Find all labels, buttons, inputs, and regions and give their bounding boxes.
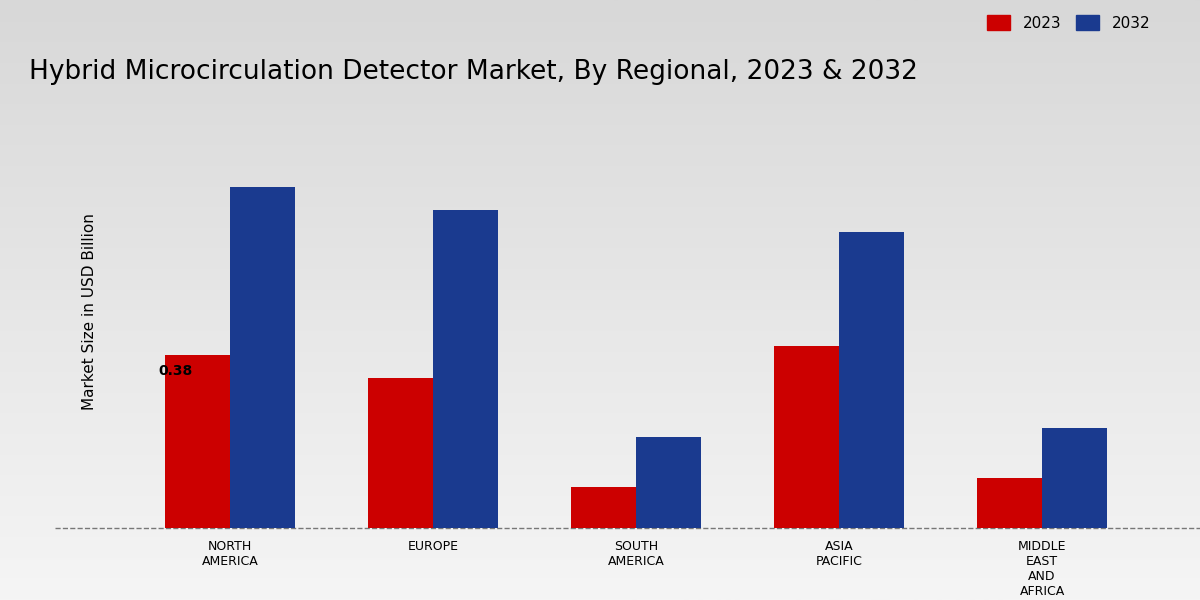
Bar bbox=[977, 478, 1042, 528]
Bar bbox=[1042, 428, 1108, 528]
Text: Hybrid Microcirculation Detector Market, By Regional, 2023 & 2032: Hybrid Microcirculation Detector Market,… bbox=[29, 59, 918, 85]
Bar bbox=[774, 346, 839, 528]
Legend: 2023, 2032: 2023, 2032 bbox=[982, 8, 1157, 37]
Bar bbox=[839, 232, 904, 528]
Bar bbox=[433, 209, 498, 528]
Bar bbox=[368, 378, 433, 528]
Y-axis label: Market Size in USD Billion: Market Size in USD Billion bbox=[82, 214, 97, 410]
Bar bbox=[230, 187, 295, 528]
Bar bbox=[571, 487, 636, 528]
Bar bbox=[164, 355, 230, 528]
Text: 0.38: 0.38 bbox=[158, 364, 193, 378]
Bar bbox=[636, 437, 701, 528]
